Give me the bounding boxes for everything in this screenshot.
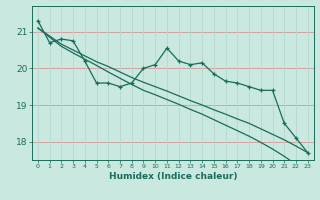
X-axis label: Humidex (Indice chaleur): Humidex (Indice chaleur) bbox=[108, 172, 237, 181]
